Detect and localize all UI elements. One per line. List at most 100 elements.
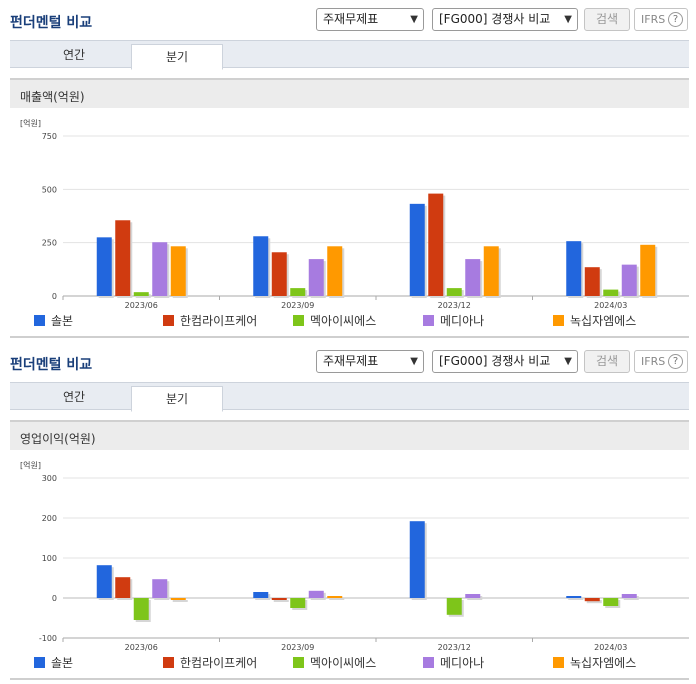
tab-annual[interactable]: 연간 <box>62 390 86 404</box>
bar-shadow <box>172 600 188 602</box>
legend-label: 솔본 <box>51 656 74 670</box>
bar <box>253 592 269 598</box>
chart-area: [억원] -100 0 100 200 300 2023/06 2023/09 2023/12 2… <box>10 452 689 680</box>
bar <box>253 236 269 296</box>
legend-item[interactable]: 한컴라이프케어 <box>163 312 257 329</box>
ifrs-label: IFRS <box>641 355 666 368</box>
search-button[interactable]: 검색 <box>584 350 630 373</box>
bar-shadow <box>273 600 289 602</box>
y-tick-label: 0 <box>52 594 57 603</box>
chart-area: [억원] 0 250 500 750 2023/06 2023/09 2023/12 2024/… <box>10 110 689 338</box>
statement-type-value: 주재무제표 <box>323 12 379 26</box>
bar <box>640 244 656 296</box>
statement-type-select[interactable]: 주재무제표 ▼ <box>316 8 424 31</box>
bar <box>170 598 186 600</box>
company-group-select[interactable]: [FG000] 경쟁사 비교 ▼ <box>432 8 578 31</box>
bar <box>290 598 306 608</box>
fundamental-panel-revenue: 펀더멘털 비교 주재무제표 ▼ [FG000] 경쟁사 비교 ▼ 검색 IFRS… <box>0 0 696 338</box>
bar <box>446 288 462 296</box>
legend-item[interactable]: 녹십자엠에스 <box>553 654 636 671</box>
bar <box>327 596 343 598</box>
bar <box>96 237 112 296</box>
legend-swatch <box>34 315 45 326</box>
bar <box>115 220 131 296</box>
legend-item[interactable]: 메디아나 <box>423 312 484 329</box>
chart-subheader: 영업이익(억원) <box>10 420 689 450</box>
panel-header: 펀더멘털 비교 주재무제표 ▼ [FG000] 경쟁사 비교 ▼ 검색 IFRS… <box>0 342 696 382</box>
chevron-down-icon: ▼ <box>410 356 418 367</box>
bar <box>621 594 637 598</box>
legend-label: 솔본 <box>51 314 74 328</box>
legend-swatch <box>553 315 564 326</box>
chevron-down-icon: ▼ <box>564 356 572 367</box>
bar <box>566 241 582 296</box>
x-tick-label: 2024/03 <box>594 301 627 310</box>
legend-swatch <box>423 315 434 326</box>
y-tick-label: 300 <box>42 474 57 483</box>
y-tick-label: 200 <box>42 514 57 523</box>
bar <box>170 246 186 296</box>
statement-type-select[interactable]: 주재무제표 ▼ <box>316 350 424 373</box>
bar <box>308 259 324 296</box>
legend-item[interactable]: 메디아나 <box>423 654 484 671</box>
chart-title: 영업이익(억원) <box>20 432 96 446</box>
question-icon: ? <box>668 354 683 369</box>
y-tick-label: 500 <box>42 185 57 194</box>
x-tick-label: 2023/12 <box>438 643 471 652</box>
legend-item[interactable]: 멕아이씨에스 <box>293 654 376 671</box>
legend-swatch <box>553 657 564 668</box>
bar <box>621 264 637 296</box>
legend-item[interactable]: 멕아이씨에스 <box>293 312 376 329</box>
bar <box>409 521 425 598</box>
company-group-select[interactable]: [FG000] 경쟁사 비교 ▼ <box>432 350 578 373</box>
ifrs-help-button[interactable]: IFRS ? <box>634 350 688 373</box>
legend-item[interactable]: 한컴라이프케어 <box>163 654 257 671</box>
y-tick-label: 100 <box>42 554 57 563</box>
legend-swatch <box>293 657 304 668</box>
ifrs-label: IFRS <box>641 13 666 26</box>
search-button[interactable]: 검색 <box>584 8 630 31</box>
bar-shadow <box>568 598 584 600</box>
panel-header: 펀더멘털 비교 주재무제표 ▼ [FG000] 경쟁사 비교 ▼ 검색 IFRS… <box>0 0 696 40</box>
legend-label: 멕아이씨에스 <box>310 656 377 670</box>
question-icon: ? <box>668 12 683 27</box>
panel-divider <box>10 336 689 338</box>
operating-income-chart: [억원] -100 0 100 200 300 2023/06 2023/09 2023/12 2… <box>20 460 689 652</box>
bar-shadow <box>586 600 602 604</box>
y-axis-unit: [억원] <box>20 460 41 470</box>
fundamental-panel-operating-income: 펀더멘털 비교 주재무제표 ▼ [FG000] 경쟁사 비교 ▼ 검색 IFRS… <box>0 342 696 684</box>
bar <box>327 246 343 296</box>
statement-type-value: 주재무제표 <box>323 354 379 368</box>
x-tick-label: 2023/09 <box>281 301 314 310</box>
chart-legend: 솔본 한컴라이프케어 멕아이씨에스 메디아나 녹십자엠에스 <box>10 312 689 330</box>
legend-label: 메디아나 <box>440 314 485 328</box>
period-tabs: 연간 분기 <box>10 40 689 70</box>
bar <box>446 598 462 615</box>
legend-swatch <box>423 657 434 668</box>
ifrs-help-button[interactable]: IFRS ? <box>634 8 688 31</box>
bar <box>152 579 168 598</box>
legend-label: 녹십자엠에스 <box>570 314 637 328</box>
y-tick-label: 750 <box>42 132 57 141</box>
bar-shadow <box>329 598 345 600</box>
tab-quarterly[interactable]: 분기 <box>131 44 223 70</box>
bar <box>584 267 600 296</box>
bar <box>290 288 306 296</box>
bar <box>603 598 619 606</box>
bar <box>133 598 149 620</box>
y-tick-label: 0 <box>52 292 57 301</box>
legend-item[interactable]: 녹십자엠에스 <box>553 312 636 329</box>
legend-item[interactable]: 솔본 <box>34 312 73 329</box>
revenue-chart: [억원] 0 250 500 750 2023/06 2023/09 2023/12 2024/… <box>20 118 689 310</box>
bar <box>428 193 444 296</box>
legend-label: 멕아이씨에스 <box>310 314 377 328</box>
tab-quarterly[interactable]: 분기 <box>131 386 223 412</box>
legend-label: 한컴라이프케어 <box>180 314 258 328</box>
x-tick-label: 2023/12 <box>438 301 471 310</box>
legend-item[interactable]: 솔본 <box>34 654 73 671</box>
tab-annual[interactable]: 연간 <box>62 48 86 62</box>
bar <box>483 246 499 296</box>
bar <box>465 259 481 296</box>
panel-title: 펀더멘털 비교 <box>10 357 93 373</box>
bar <box>584 598 600 602</box>
